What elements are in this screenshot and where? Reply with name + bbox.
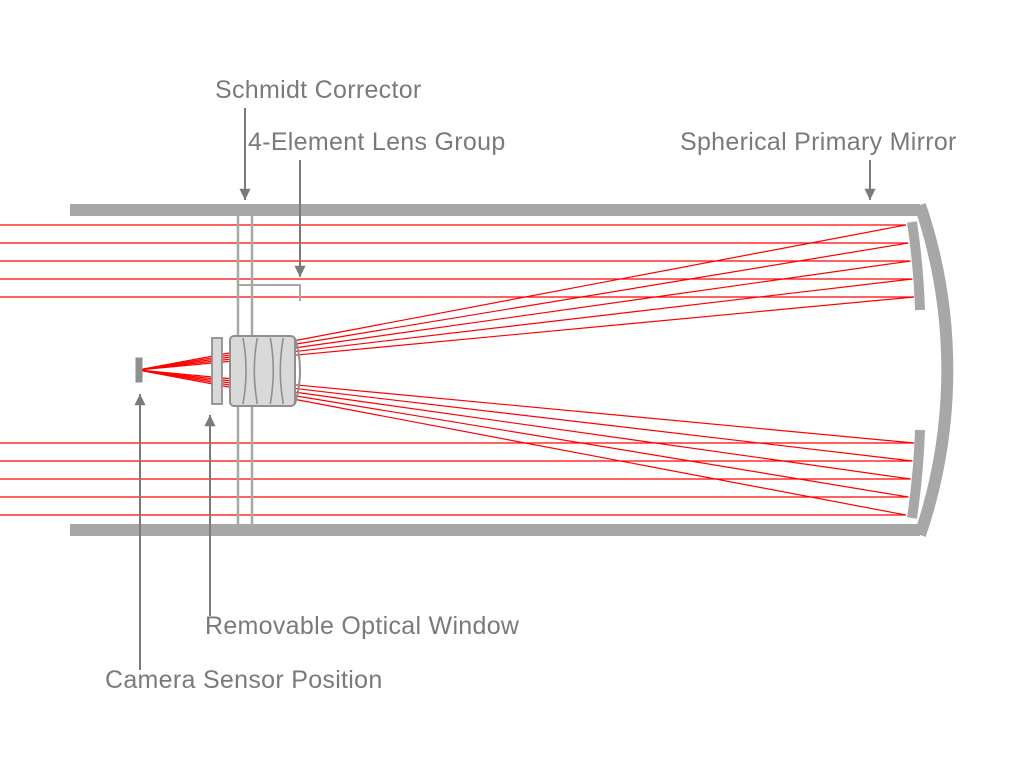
camera-sensor — [136, 358, 142, 382]
label-schmidt-corrector: Schmidt Corrector — [215, 76, 422, 104]
label-optical-window: Removable Optical Window — [205, 612, 520, 640]
label-primary-mirror: Spherical Primary Mirror — [680, 128, 957, 156]
label-sensor-position: Camera Sensor Position — [105, 666, 383, 694]
label-lens-group: 4-Element Lens Group — [248, 128, 506, 156]
lens-group-bracket — [238, 285, 300, 301]
lens-group-housing — [230, 336, 295, 406]
optical-window — [212, 338, 222, 404]
optical-elements — [136, 216, 300, 524]
optical-diagram: Schmidt Corrector 4-Element Lens Group S… — [0, 0, 1035, 760]
tube-body — [70, 205, 947, 535]
